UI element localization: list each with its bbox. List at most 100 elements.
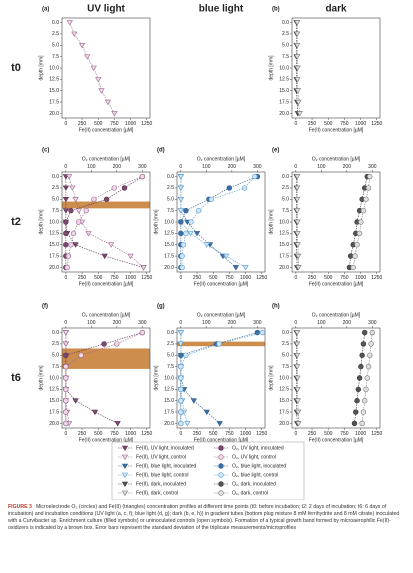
y-axis-label: depth [mm] xyxy=(38,209,44,235)
o2-point xyxy=(83,207,89,214)
o2-point xyxy=(361,398,368,404)
legend-marker xyxy=(121,490,129,496)
o2-point xyxy=(359,420,365,427)
o2-point xyxy=(139,329,146,336)
fe-point xyxy=(294,77,301,83)
y-tick-label: 17.5 xyxy=(164,253,174,259)
o2-point xyxy=(180,242,187,248)
fe-point xyxy=(114,421,121,427)
top-tick-label: 100 xyxy=(87,320,96,326)
y-tick-label: 20.0 xyxy=(49,265,59,271)
panel-label: (h) xyxy=(272,304,280,310)
legend-label: Fe(II), UV light, inoculated xyxy=(136,445,194,451)
fe-point xyxy=(203,409,210,416)
fe-point xyxy=(294,20,301,26)
y-tick-label: 15.0 xyxy=(49,88,59,94)
y-tick-label: 0.0 xyxy=(167,330,174,336)
fe-point xyxy=(232,265,240,271)
fe-point xyxy=(294,375,301,381)
legend-marker xyxy=(121,481,129,487)
fe-point xyxy=(294,196,301,203)
fe-point xyxy=(111,111,118,117)
o2-point xyxy=(63,409,69,415)
y-axis-label: depth [mm] xyxy=(268,365,274,391)
y-tick-label: 5.0 xyxy=(52,43,59,49)
o2-point xyxy=(63,386,69,393)
legend-label: Fe(II), blue light, control xyxy=(136,472,189,478)
o2-point xyxy=(63,398,69,404)
y-tick-label: 17.5 xyxy=(164,409,174,415)
o2-point xyxy=(360,341,367,347)
plot-frame xyxy=(61,171,151,273)
o2-point xyxy=(350,264,356,271)
o2-point xyxy=(178,219,184,225)
fe-point xyxy=(216,421,223,427)
top-tick-label: 100 xyxy=(87,164,96,170)
o2-point xyxy=(359,352,365,358)
y-tick-label: 7.5 xyxy=(282,364,289,370)
o2-point xyxy=(363,196,369,202)
o2-point xyxy=(183,207,189,214)
o2-point xyxy=(360,409,367,415)
x-tick-label: 1250 xyxy=(371,121,382,127)
o2-point xyxy=(114,341,120,347)
o2-point xyxy=(360,207,367,214)
x-axis-label: Fe(II) concentration [µM] xyxy=(309,281,364,287)
fe-point xyxy=(296,111,303,117)
legend-label: O₂, dark, inoculated xyxy=(232,481,276,487)
profile-line xyxy=(65,176,143,268)
fe-point xyxy=(62,341,70,347)
y-tick-label: 2.5 xyxy=(52,31,59,37)
fe-point xyxy=(75,208,82,214)
legend-label: O₂, UV light, inoculated xyxy=(232,445,284,451)
caption-number: FIGURE 3 xyxy=(8,504,32,510)
o2-point xyxy=(68,242,74,248)
top-tick-label: 300 xyxy=(253,320,262,326)
column-title: UV light xyxy=(87,4,125,15)
y-tick-label: 10.0 xyxy=(49,65,59,71)
o2-point xyxy=(178,352,184,358)
profile-line xyxy=(180,332,263,424)
fe-point xyxy=(190,398,197,404)
y-tick-label: 2.5 xyxy=(282,341,289,347)
y-tick-label: 12.5 xyxy=(164,231,174,237)
o2-point xyxy=(178,363,184,370)
fe-point xyxy=(90,65,97,71)
o2-point xyxy=(363,386,369,393)
top-tick-label: 200 xyxy=(113,320,122,326)
legend-marker xyxy=(218,490,224,496)
fe-point xyxy=(294,341,301,347)
top-axis-label: O₂ concentration [µM] xyxy=(197,312,246,318)
top-tick-label: 100 xyxy=(202,164,211,170)
fe-point xyxy=(177,341,185,347)
y-axis-label: depth [mm] xyxy=(268,55,274,81)
x-tick-label: 1000 xyxy=(355,275,366,281)
o2-point xyxy=(367,352,373,358)
o2-point xyxy=(358,219,364,225)
fe-point xyxy=(65,174,73,180)
panel-label: (d) xyxy=(157,148,165,154)
fe-point xyxy=(71,31,78,37)
fe-point xyxy=(177,174,185,180)
x-tick-label: 1000 xyxy=(125,275,136,281)
o2-point xyxy=(183,230,189,237)
legend-marker xyxy=(121,463,129,469)
x-axis-label: Fe(II) concentration [µM] xyxy=(309,437,364,443)
o2-point xyxy=(358,363,364,370)
top-tick-label: 300 xyxy=(368,164,377,170)
fe-point xyxy=(295,409,302,416)
y-tick-label: 7.5 xyxy=(167,208,174,214)
y-tick-label: 7.5 xyxy=(282,54,289,60)
y-tick-label: 10.0 xyxy=(164,219,174,225)
fe-point xyxy=(242,265,249,271)
o2-point xyxy=(361,329,368,336)
top-tick-label: 0 xyxy=(294,164,297,170)
y-tick-label: 5.0 xyxy=(167,353,174,359)
fe-point xyxy=(184,421,191,427)
y-axis-label: depth [mm] xyxy=(153,209,159,235)
x-tick-label: 750 xyxy=(340,431,349,437)
y-tick-label: 10.0 xyxy=(279,219,289,225)
x-tick-label: 500 xyxy=(209,275,218,281)
y-tick-label: 15.0 xyxy=(279,242,289,248)
legend-marker xyxy=(218,463,224,469)
